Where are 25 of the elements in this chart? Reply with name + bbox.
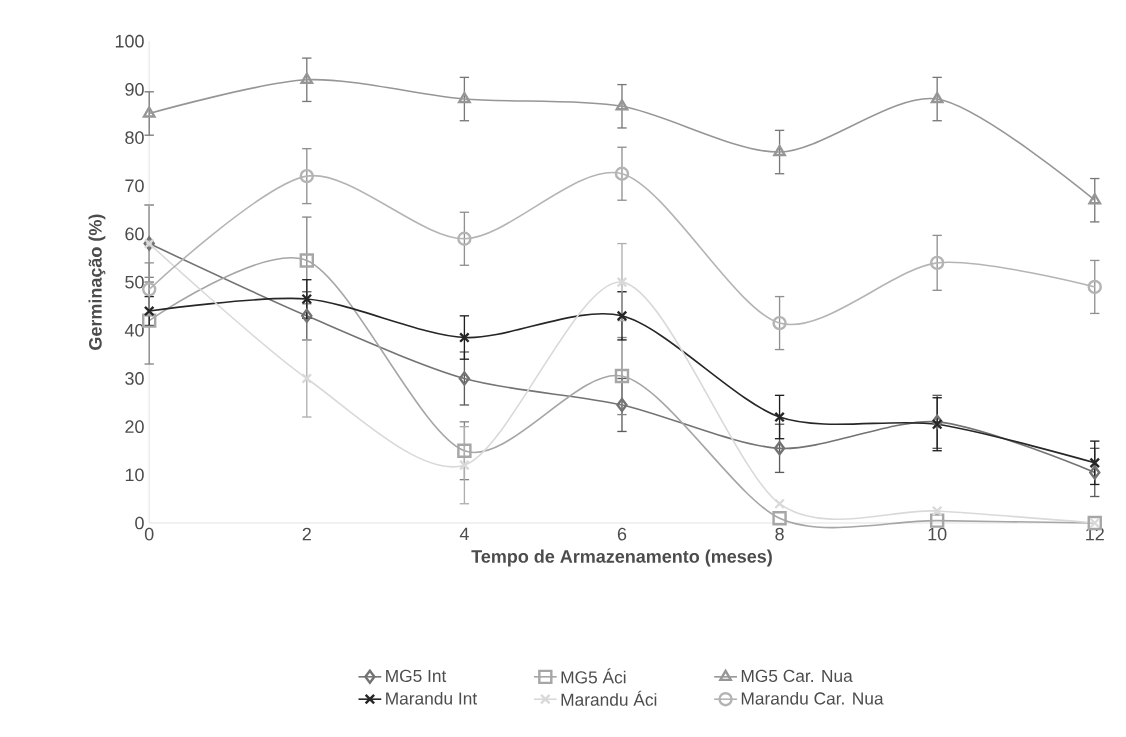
- x-tick-label: 6: [617, 527, 627, 541]
- legend-label: MG5 Int: [386, 669, 447, 682]
- legend-label: MG5 Áci: [561, 668, 626, 684]
- x-tick-label: 8: [775, 527, 784, 541]
- x-axis-title: Tempo de Armazenamento (meses): [471, 549, 772, 567]
- y-tick-label: 100: [115, 34, 144, 48]
- legend-label: Marandu Car. Nua: [741, 691, 884, 705]
- y-tick-label: 30: [125, 372, 144, 385]
- y-tick-label: 70: [125, 179, 144, 193]
- y-tick-label: 40: [124, 323, 144, 337]
- x-tick-label: 0: [144, 527, 154, 541]
- y-tick-label: 0: [135, 516, 144, 530]
- y-tick-label: 10: [125, 468, 144, 482]
- x-tick-label: 2: [302, 527, 311, 541]
- y-tick-label: 90: [125, 82, 144, 96]
- legend-label: MG5 Car. Nua: [741, 669, 853, 682]
- y-axis-title: Germinação (%): [88, 214, 106, 350]
- y-tick-label: 50: [125, 275, 144, 289]
- y-tick-label: 20: [125, 420, 144, 433]
- x-tick-label: 4: [459, 527, 469, 541]
- legend-label: Marandu Int: [386, 691, 478, 705]
- legend-label: Marandu Áci: [561, 690, 657, 706]
- y-tick-label: 60: [125, 227, 144, 241]
- y-tick-label: 80: [125, 131, 144, 144]
- x-tick-label: 10: [928, 527, 947, 541]
